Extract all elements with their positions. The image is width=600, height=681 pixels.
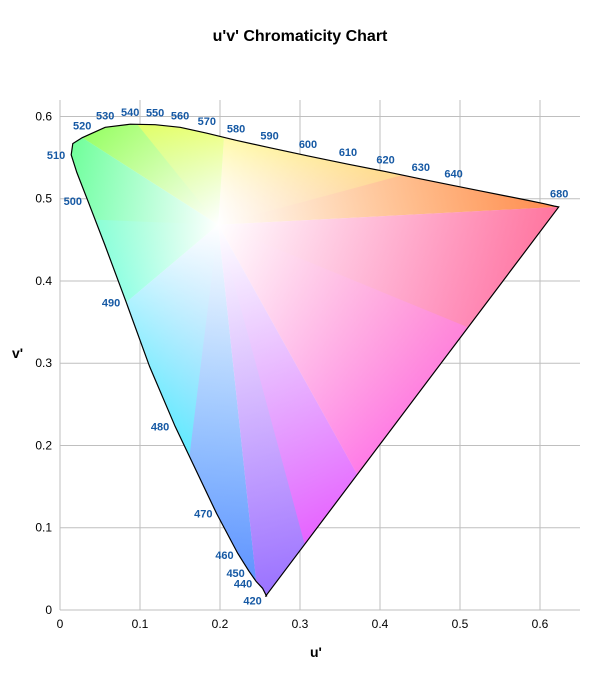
wavelength-label: 470	[194, 508, 212, 520]
wavelength-label: 420	[243, 596, 261, 608]
wavelength-label: 590	[260, 131, 278, 143]
wavelength-label: 680	[550, 189, 568, 201]
wavelength-label: 600	[299, 139, 317, 151]
x-tick-label: 0.5	[452, 617, 469, 631]
wavelength-label: 440	[234, 579, 252, 591]
wavelength-label: 620	[376, 155, 394, 167]
wavelength-label: 570	[198, 116, 216, 128]
y-tick-label: 0.6	[35, 109, 52, 123]
wavelength-label: 640	[444, 169, 462, 181]
wavelength-label: 530	[96, 110, 114, 122]
y-tick-label: 0.3	[35, 356, 52, 370]
chromaticity-plot: 00.10.20.30.40.50.600.10.20.30.40.50.642…	[60, 100, 580, 610]
y-tick-label: 0	[45, 603, 52, 617]
plot-svg: 0 0.1 0.2 0.3 0.4 0.5 0.6 0 0.1 0.2 0.3 0.4 0.5 0.6 42…	[0, 40, 600, 670]
y-tick-label: 0.5	[35, 192, 52, 206]
wavelength-label: 460	[215, 550, 233, 562]
wavelength-label: 610	[339, 147, 357, 159]
x-tick-label: 0.6	[532, 617, 549, 631]
y-axis-label: v'	[12, 345, 23, 361]
wavelength-label: 630	[412, 162, 430, 174]
x-tick-label: 0.1	[132, 617, 149, 631]
wavelength-label: 500	[64, 196, 82, 208]
x-tick-label: 0.4	[372, 617, 389, 631]
wavelength-label: 580	[227, 123, 245, 135]
y-tick-label: 0.1	[35, 521, 52, 535]
x-axis-label: u'	[310, 644, 322, 660]
wavelength-label: 490	[102, 297, 120, 309]
x-tick-label: 0.3	[292, 617, 309, 631]
y-tick-label: 0.2	[35, 438, 52, 452]
x-tick-label: 0.2	[212, 617, 229, 631]
wavelength-label: 480	[151, 422, 169, 434]
wavelength-label: 510	[47, 150, 65, 162]
wavelength-label: 560	[171, 110, 189, 122]
wavelength-label: 550	[146, 108, 164, 120]
wavelength-label: 520	[73, 121, 91, 133]
wavelength-label: 540	[121, 107, 139, 119]
x-tick-label: 0	[57, 617, 64, 631]
y-tick-label: 0.4	[35, 274, 52, 288]
wavelength-label: 450	[226, 568, 244, 580]
